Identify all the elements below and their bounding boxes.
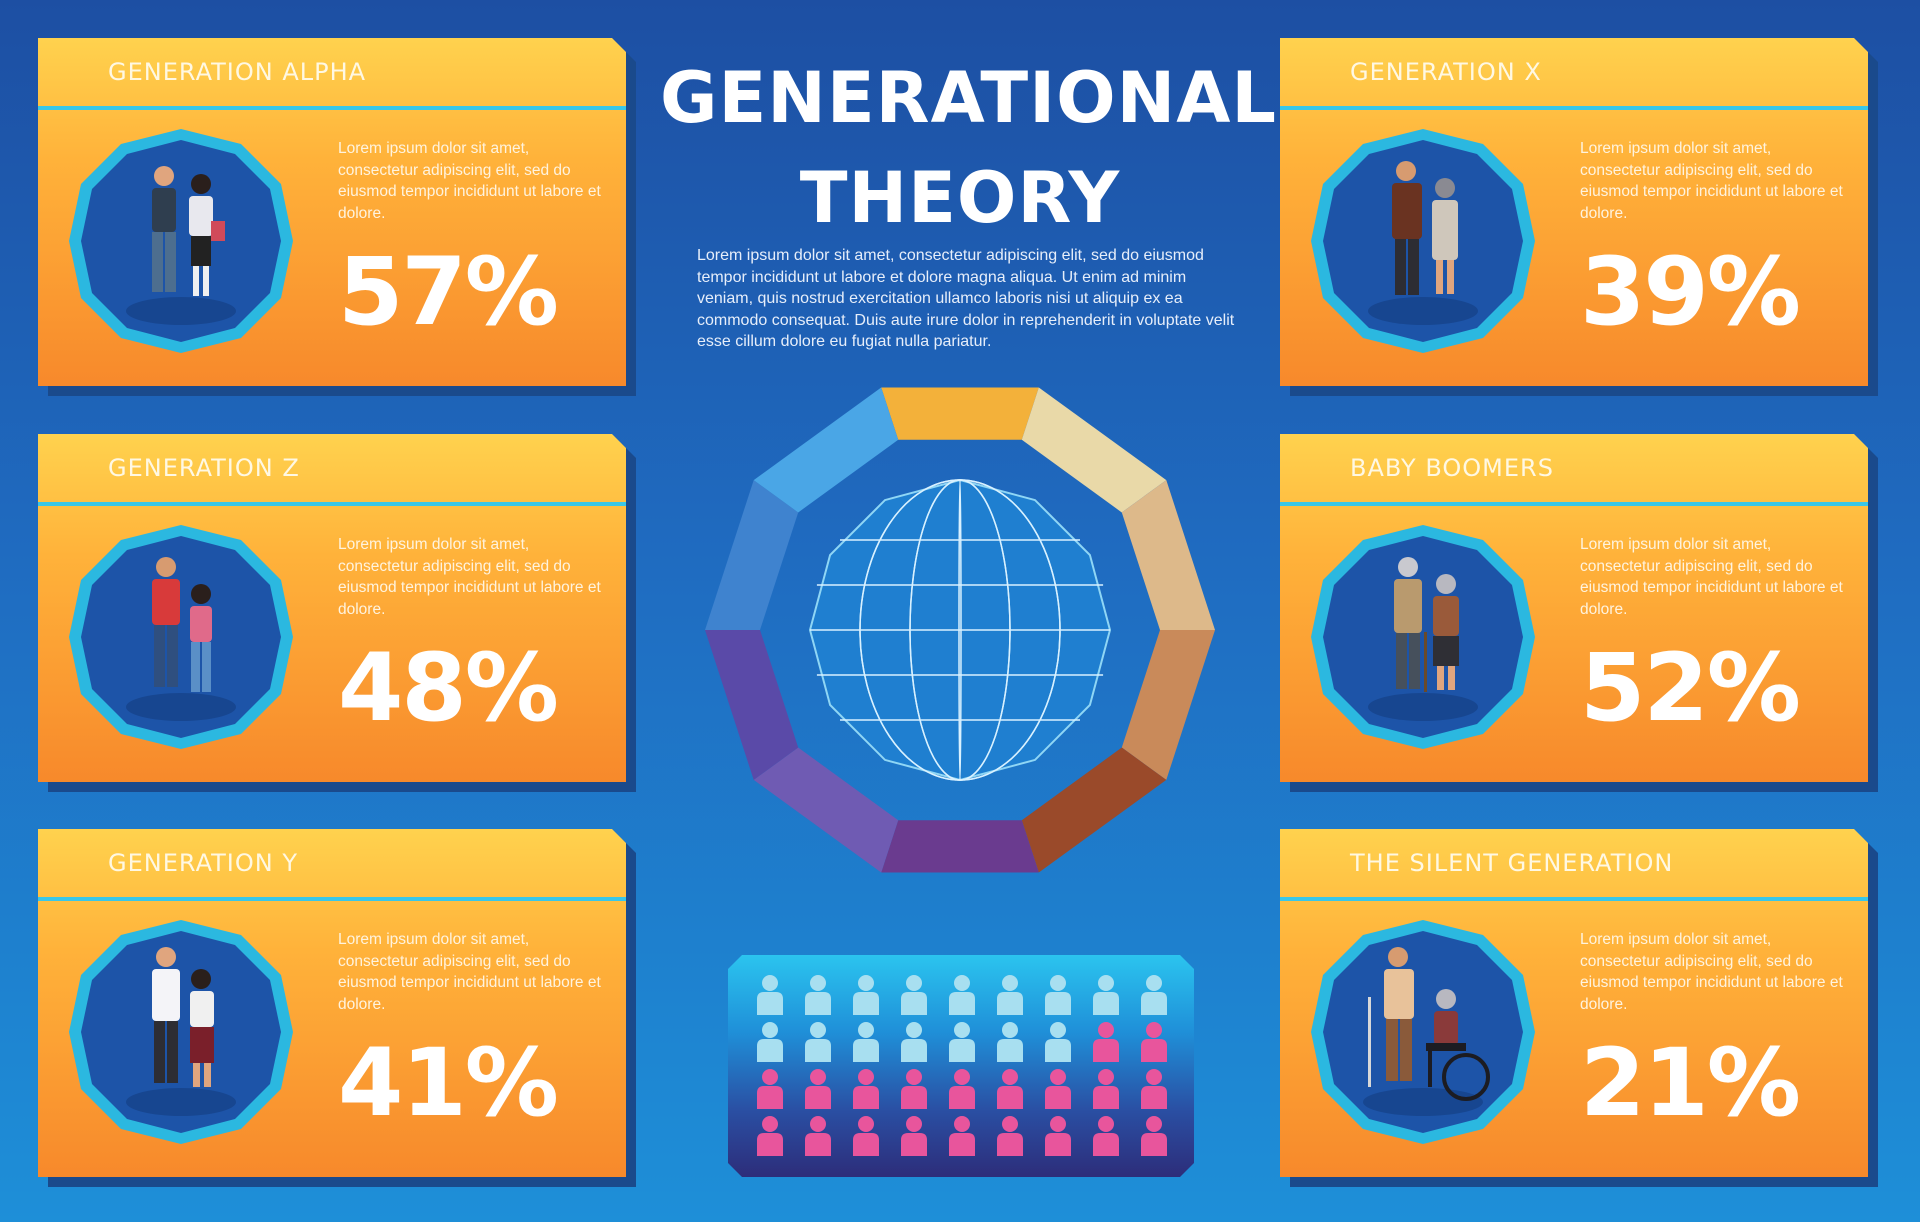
person-icon (997, 975, 1023, 1015)
person-icon (805, 1116, 831, 1156)
generation-alpha-people-icon (66, 126, 296, 356)
person-icon (901, 1022, 927, 1062)
card-generation-z: GENERATION Z Lorem ipsum dolor sit amet,… (38, 434, 626, 782)
person-icon (1093, 1022, 1119, 1062)
card-percent: 41% (338, 1029, 557, 1138)
card-generation-y: GENERATION Y Lorem ipsum dolor sit amet,… (38, 829, 626, 1177)
person-icon (997, 1022, 1023, 1062)
card-baby-boomers: BABY BOOMERS Lorem ipsum dolor sit amet,… (1280, 434, 1868, 782)
ring-segments (705, 387, 1215, 873)
generation-ring-graphic (705, 387, 1215, 873)
generation-y-people-icon (66, 917, 296, 1147)
ring-segment (753, 747, 899, 873)
title-line-1: GENERATIONAL (660, 57, 1277, 139)
card-generation-x: GENERATION X Lorem ipsum dolor sit amet,… (1280, 38, 1868, 386)
person-icon (949, 1069, 975, 1109)
person-icon (1141, 975, 1167, 1015)
ring-segment (705, 480, 799, 630)
person-icon (805, 1022, 831, 1062)
card-description: Lorem ipsum dolor sit amet, consectetur … (338, 140, 601, 222)
card-divider (1280, 106, 1868, 110)
card-title: BABY BOOMERS (1350, 454, 1554, 482)
card-percent: 48% (338, 634, 557, 743)
person-icon (949, 1022, 975, 1062)
person-icon (997, 1069, 1023, 1109)
person-icon (853, 1069, 879, 1109)
card-title: THE SILENT GENERATION (1350, 849, 1674, 877)
baby-boomers-people-icon (1308, 522, 1538, 752)
card-title: GENERATION X (1350, 58, 1542, 86)
person-icon (1045, 1022, 1071, 1062)
card-percent: 52% (1580, 634, 1799, 743)
person-icon (853, 1116, 879, 1156)
person-icon (997, 1116, 1023, 1156)
person-icon (901, 1069, 927, 1109)
person-icon (805, 975, 831, 1015)
generation-z-people-icon (66, 522, 296, 752)
person-icon (757, 1022, 783, 1062)
card-divider (1280, 502, 1868, 506)
ring-segment (1021, 387, 1167, 513)
person-icon (1141, 1022, 1167, 1062)
card-percent: 21% (1580, 1029, 1799, 1138)
person-icon (1045, 1069, 1071, 1109)
card-title: GENERATION Y (108, 849, 299, 877)
ring-segment (881, 820, 1039, 873)
card-generation-alpha: GENERATION ALPHA Lorem ipsum dolor sit a… (38, 38, 626, 386)
card-title: GENERATION Z (108, 454, 300, 482)
globe-icon (808, 478, 1112, 782)
ring-segment (1121, 630, 1215, 780)
person-icon (1093, 1116, 1119, 1156)
person-icon (757, 1116, 783, 1156)
person-icon (757, 1069, 783, 1109)
title-line-2: THEORY (799, 157, 1121, 239)
people-statistics-panel (728, 955, 1194, 1177)
person-icon (901, 1116, 927, 1156)
card-divider (38, 897, 626, 901)
ring-segment (1121, 480, 1215, 630)
card-percent: 39% (1580, 238, 1799, 347)
person-icon (1141, 1069, 1167, 1109)
person-icon (805, 1069, 831, 1109)
person-icon (1093, 975, 1119, 1015)
person-icon (949, 975, 975, 1015)
intro-text: Lorem ipsum dolor sit amet, consectetur … (697, 247, 1235, 350)
person-icon (853, 1022, 879, 1062)
card-percent: 57% (338, 238, 557, 347)
person-icon (1045, 1116, 1071, 1156)
card-divider (38, 106, 626, 110)
person-icon (853, 975, 879, 1015)
people-grid (728, 955, 1194, 1177)
card-divider (38, 502, 626, 506)
card-description: Lorem ipsum dolor sit amet, consectetur … (1580, 931, 1843, 1013)
card-divider (1280, 897, 1868, 901)
card-description: Lorem ipsum dolor sit amet, consectetur … (338, 931, 601, 1013)
person-icon (1093, 1069, 1119, 1109)
card-title: GENERATION ALPHA (108, 58, 367, 86)
card-description: Lorem ipsum dolor sit amet, consectetur … (338, 536, 601, 618)
person-icon (1045, 975, 1071, 1015)
card-description: Lorem ipsum dolor sit amet, consectetur … (1580, 536, 1843, 618)
person-icon (949, 1116, 975, 1156)
page-title: GENERATIONAL THEORY (660, 48, 1277, 248)
silent-generation-people-icon (1308, 917, 1538, 1147)
card-silent-generation: THE SILENT GENERATION Lorem ipsum dolor … (1280, 829, 1868, 1177)
card-description: Lorem ipsum dolor sit amet, consectetur … (1580, 140, 1843, 222)
ring-segment (753, 387, 899, 513)
person-icon (901, 975, 927, 1015)
person-icon (1141, 1116, 1167, 1156)
person-icon (757, 975, 783, 1015)
ring-segment (1021, 747, 1167, 873)
generation-x-people-icon (1308, 126, 1538, 356)
ring-segment (881, 387, 1039, 440)
ring-segment (705, 630, 799, 780)
